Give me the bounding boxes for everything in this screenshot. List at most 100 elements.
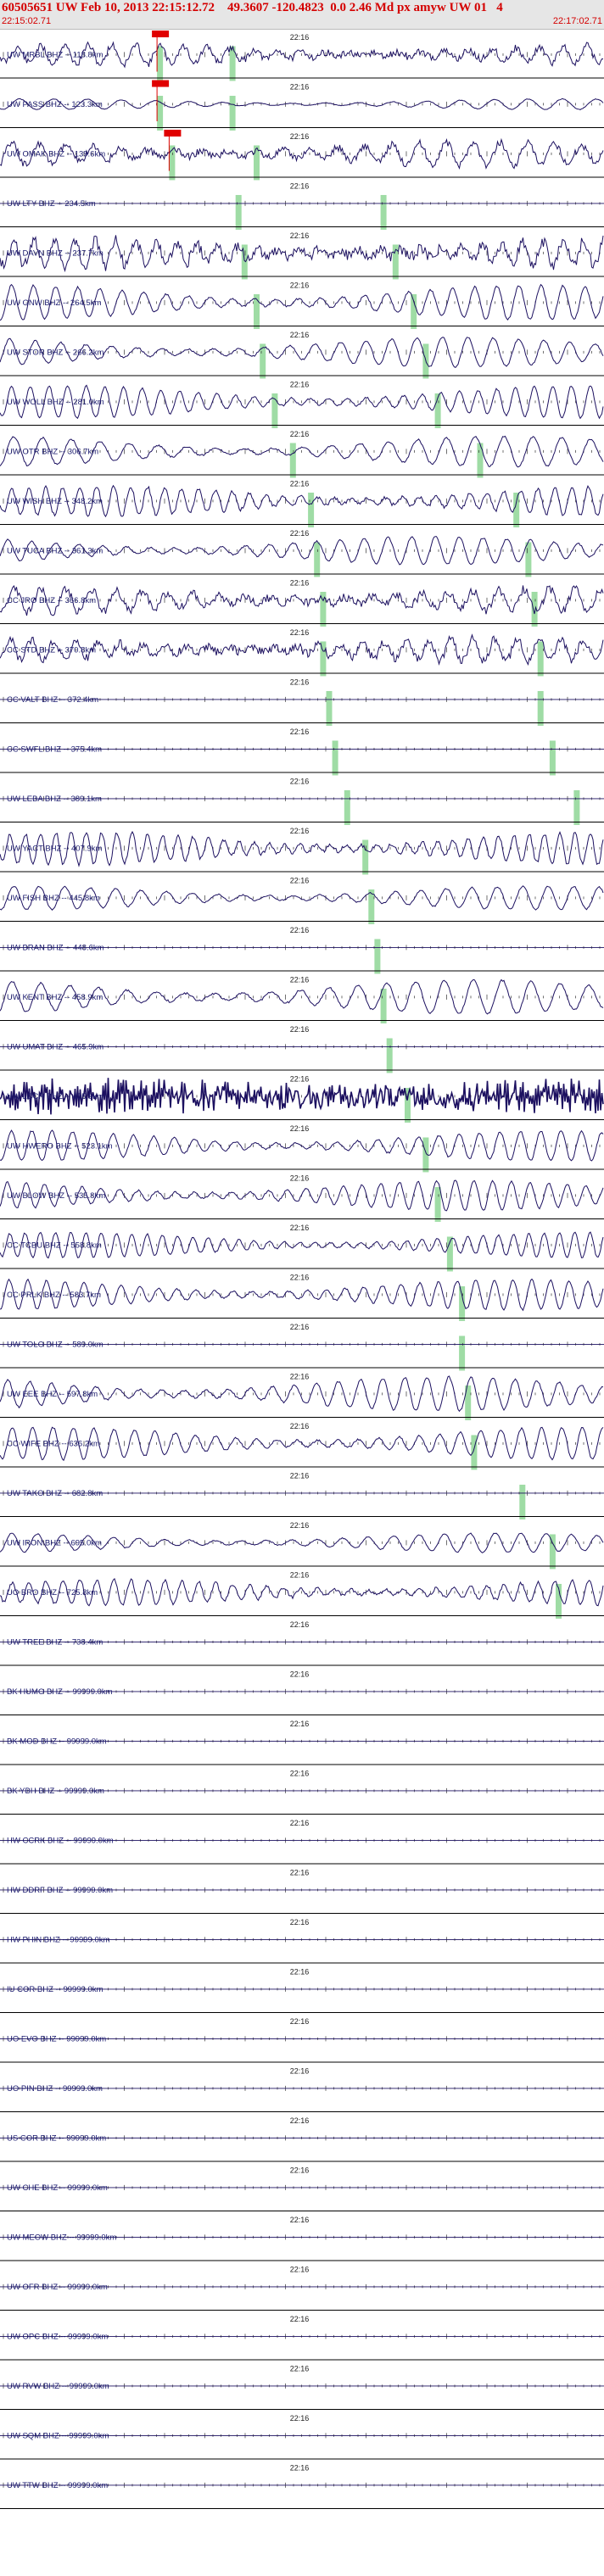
station-label: CC VALT BHZ -- 372.4km [7,695,98,705]
pick-band [392,244,399,280]
station-label: UW EEE BHZ -- 597.8km [7,1390,98,1399]
pick-band [537,641,544,677]
pick-band [380,988,387,1023]
pick-marker [164,130,182,137]
trace-row: 22:16 CC STD BHZ -- 370.8km [0,628,604,674]
waveform-trace [0,536,604,566]
trace-row: 22:16 UW MRBL BHZ -- 118.8km [0,33,604,79]
trace-row: 22:16 CC SWFL BHZ -- 375.4km [0,728,604,773]
station-label: IU COR BHZ -- 99999.0km [7,1985,103,1994]
waveform-trace [0,830,604,867]
time-tick-label: 22:16 [290,1471,310,1480]
pick-band [556,1583,562,1619]
station-label: UW SQM BHZ -- 99999.0km [7,2431,109,2440]
station-label: UW YACT BHZ -- 407.9km [7,844,103,853]
waveform-trace [0,1078,604,1115]
pick-band [271,393,278,428]
station-label: CC TCBU BHZ -- 558.8km [7,1241,102,1250]
pick-band [519,1484,526,1519]
time-tick-label: 22:16 [290,1670,310,1678]
time-tick-label: 22:16 [290,827,310,835]
trace-row: 22:16 BK MOD BHZ -- 99999.0km [0,1720,604,1765]
pick-band [308,492,315,527]
time-tick-label: 22:16 [290,2414,310,2423]
time-tick-label: 22:16 [290,628,310,637]
end-time: 22:17:02.71 [552,16,602,26]
pick-band [549,1534,556,1570]
time-tick-label: 22:16 [290,529,310,538]
time-tick-label: 22:16 [290,2116,310,2125]
time-tick-label: 22:16 [290,380,310,388]
pick-band [573,789,580,825]
trace-row: 22:16 UW CHE BHZ -- 99999.0km [0,2166,604,2211]
pick-band [537,690,544,726]
station-label: UW UMAT BHZ -- 465.9km [7,1042,103,1051]
trace-row: 22:16 UW LTY BHZ -- 234.5km [0,181,604,227]
waveform-trace [0,235,604,273]
time-tick-label: 22:16 [290,2166,310,2174]
trace-row: 22:16 UW OFR BHZ -- 99999.0km [0,2265,604,2311]
station-label: UW HWERO BHZ -- 523.1km [7,1141,113,1151]
station-label: UW FISH BHZ -- 445.8km [7,894,100,903]
time-tick-label: 22:16 [290,926,310,934]
station-label: UW TAKO BHZ -- 682.8km [7,1489,103,1498]
waveform-trace [0,41,603,69]
trace-row: 22:16 UW SQM BHZ -- 99999.0km [0,2414,604,2460]
pick-band [525,542,532,577]
station-label: UW IRON BHZ -- 695.0km [7,1538,102,1547]
start-time: 22:15:02.71 [2,16,52,26]
trace-row: 22:16 UW HWERO BHZ -- 523.1km [0,1124,604,1170]
station-label: US COR BHZ -- 99999.0km [7,2133,106,2143]
pick-marker [152,80,170,87]
trace-row: 22:16 CC VALT BHZ -- 372.4km [0,677,604,723]
station-label: UW LEBA BHZ -- 389.1km [7,795,102,804]
station-label: UO BRO BHZ -- 725.8km [7,1588,98,1597]
time-tick-label: 22:16 [290,1422,310,1430]
time-tick-label: 22:16 [290,132,310,141]
pick-band [229,46,236,81]
station-label: CC PRLK BHZ -- 583.7km [7,1291,101,1300]
waveform-trace [0,337,604,369]
pick-marker [152,31,170,37]
station-label: UW WISH BHZ -- 348.2km [7,497,103,506]
pick-band [386,1038,393,1073]
pick-band [314,542,321,577]
trace-row: 22:16 UW OMAK BHZ -- 139.6km [0,132,604,178]
trace-row: 22:16 UW PASS BHZ -- 123.3km [0,82,604,128]
trace-row: 22:16 UW IRON BHZ -- 695.0km [0,1521,604,1567]
pick-band [229,95,236,131]
station-label: HW PHIN BHZ -- 99999.0km [7,1935,109,1944]
time-tick-label: 22:16 [290,281,310,289]
trace-row: 22:16 UW BLOW BHZ -- 535.8km [0,1174,604,1219]
waveform-trace [0,435,604,468]
waveform-trace [0,1375,604,1413]
waveform-trace [0,98,604,110]
pick-band [235,194,242,230]
trace-row: 22:16 UW KENT BHZ -- 458.9km [0,975,604,1021]
time-tick-label: 22:16 [290,777,310,785]
time-tick-label: 22:16 [290,1868,310,1876]
pick-band [289,443,296,478]
time-tick-label: 22:16 [290,2017,310,2026]
station-label: CC SWFL BHZ -- 375.4km [7,744,102,754]
time-tick-label: 22:16 [290,1273,310,1281]
trace-row: 22:16 UW RVW BHZ -- 99999.0km [0,2364,604,2410]
station-label: UW LTY BHZ -- 234.5km [7,199,96,209]
pick-band [465,1385,472,1420]
trace-row: 22:16 HW DDRF BHZ -- 99999.0km [0,1868,604,1914]
waveform-trace [0,979,604,1015]
trace-row: 22:16 UW DAVN BHZ -- 237.7km [0,231,604,277]
pick-band [241,244,248,280]
waveform-trace [0,484,604,518]
trace-row: 22:16 UW OPC BHZ -- 99999.0km [0,2315,604,2361]
trace-row: 22:16 UW UMAT BHZ -- 465.9km [0,1025,604,1071]
station-label: UW LCCR BHZ -- 495.9km [7,1092,103,1101]
trace-row: 22:16 HW PHIN BHZ -- 99999.0km [0,1918,604,1964]
station-label: UW MEOW BHZ -- 99999.0km [7,2233,116,2242]
pick-band [405,1087,411,1123]
trace-row: 22:16 UW OTR BHZ -- 306.7km [0,430,604,476]
pick-band [254,293,260,329]
station-label: CC WIFE BHZ -- 636.2km [7,1439,100,1448]
station-label: CC JRO BHZ -- 366.8km [7,596,96,605]
pick-band [254,145,260,181]
